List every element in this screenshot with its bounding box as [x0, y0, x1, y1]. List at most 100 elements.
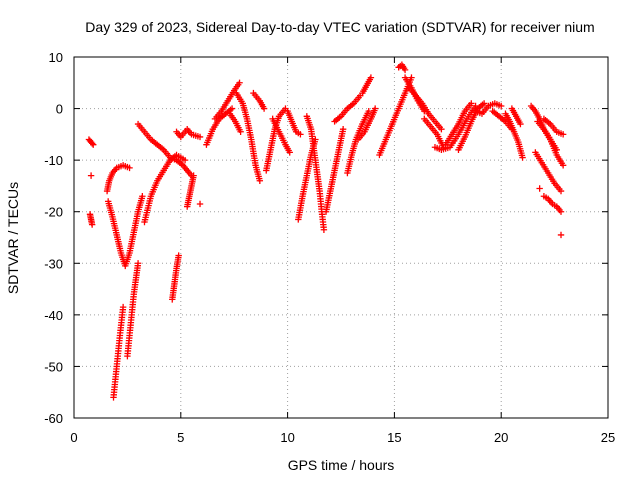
series-arc-as — [540, 115, 567, 138]
series-arc-e — [104, 193, 146, 270]
data-point — [175, 252, 182, 259]
data-point — [88, 221, 96, 228]
y-tick-label: 10 — [49, 50, 63, 65]
series-arc-b — [86, 211, 96, 228]
series-arc-aj — [455, 100, 488, 154]
data-point — [181, 156, 189, 164]
tick-layer: 0 5 10 15 20 25 10 0 -10 -20 -30 -40 -50 -60 — [44, 50, 615, 445]
data-point — [517, 120, 524, 128]
data-points — [85, 61, 567, 401]
data-point — [559, 131, 567, 138]
series-arc-ai — [442, 100, 475, 148]
series-arc-z — [344, 107, 372, 177]
series-arc-v — [295, 136, 319, 223]
y-tick-label: -50 — [44, 359, 63, 374]
data-point — [367, 74, 375, 81]
plot-frame — [73, 56, 609, 419]
y-tick-label: -20 — [44, 205, 63, 220]
series-arc-c — [87, 172, 95, 179]
data-point — [126, 164, 133, 172]
data-point — [119, 303, 127, 311]
series-arc-w — [303, 113, 328, 233]
series-arc-f — [110, 303, 127, 401]
series-arc-o — [211, 79, 243, 123]
data-point — [228, 105, 236, 112]
data-point — [286, 149, 293, 156]
series-arc-m — [173, 126, 204, 141]
series-arc-k — [184, 172, 197, 210]
y-tick-label: -30 — [44, 256, 63, 271]
data-point — [237, 128, 244, 135]
y-tick-label: -60 — [44, 411, 63, 426]
series-arc-aa — [354, 105, 379, 143]
data-point — [196, 133, 204, 141]
series-arc-ag — [421, 115, 447, 151]
data-point — [468, 100, 475, 107]
data-point — [134, 260, 142, 267]
data-point — [256, 177, 264, 184]
series-arc-p — [226, 110, 244, 135]
data-point — [498, 102, 505, 110]
data-point — [536, 185, 543, 192]
data-point — [559, 162, 567, 169]
series-arc-y — [331, 92, 364, 125]
data-point — [260, 105, 268, 112]
y-axis-label: SDTVAR / TECUs — [5, 182, 21, 294]
series-arc-an — [508, 105, 524, 128]
data-point — [371, 105, 379, 112]
series-arc-aq — [532, 149, 565, 195]
data-point — [339, 126, 347, 133]
grid-layer — [74, 57, 608, 418]
data-point — [87, 172, 95, 179]
series-arc-ad — [395, 61, 409, 74]
series-arc-ar — [540, 193, 565, 215]
series-arc-j — [169, 252, 182, 303]
series-arc-am — [502, 110, 526, 161]
data-point — [88, 140, 96, 147]
data-point — [557, 231, 565, 239]
series-arc-ak — [472, 100, 505, 117]
x-tick-label: 20 — [494, 430, 508, 445]
data-point — [480, 100, 488, 107]
data-point — [139, 193, 146, 200]
series-arc-l — [196, 200, 204, 208]
data-point — [438, 126, 445, 133]
series-arc-ap — [534, 118, 567, 169]
series-arc-d — [103, 162, 133, 195]
series-arc-u — [284, 107, 304, 138]
data-point — [236, 79, 243, 86]
series-arc-r — [250, 89, 268, 112]
series-arc-a — [85, 136, 97, 148]
series-arc-q — [233, 89, 264, 184]
data-point — [408, 74, 415, 81]
y-tick-label: 0 — [56, 102, 63, 117]
series-arc-au — [557, 231, 565, 239]
data-point — [297, 131, 304, 138]
x-tick-label: 10 — [280, 430, 294, 445]
data-point — [401, 66, 409, 74]
data-point — [90, 141, 97, 148]
data-point — [365, 107, 372, 115]
series-arc-t — [269, 115, 293, 156]
data-point — [196, 200, 204, 208]
series-arc-x — [322, 126, 347, 215]
series-arc-i — [134, 120, 195, 179]
series-arc-at — [536, 185, 543, 192]
x-tick-label: 0 — [70, 430, 77, 445]
x-axis-label: GPS time / hours — [288, 457, 395, 473]
data-point — [320, 226, 328, 233]
series-arc-g — [124, 260, 142, 360]
x-tick-label: 5 — [177, 430, 184, 445]
y-tick-label: -40 — [44, 308, 63, 323]
chart-title: Day 329 of 2023, Sidereal Day-to-day VTE… — [85, 19, 594, 35]
data-point — [519, 154, 526, 161]
x-tick-label: 15 — [387, 430, 401, 445]
y-tick-label: -10 — [44, 153, 63, 168]
series-arc-af — [406, 84, 445, 133]
series-arc-ab — [359, 74, 375, 97]
data-point — [557, 208, 565, 215]
data-point — [557, 187, 565, 195]
data-point — [190, 172, 197, 179]
x-tick-label: 25 — [601, 430, 615, 445]
